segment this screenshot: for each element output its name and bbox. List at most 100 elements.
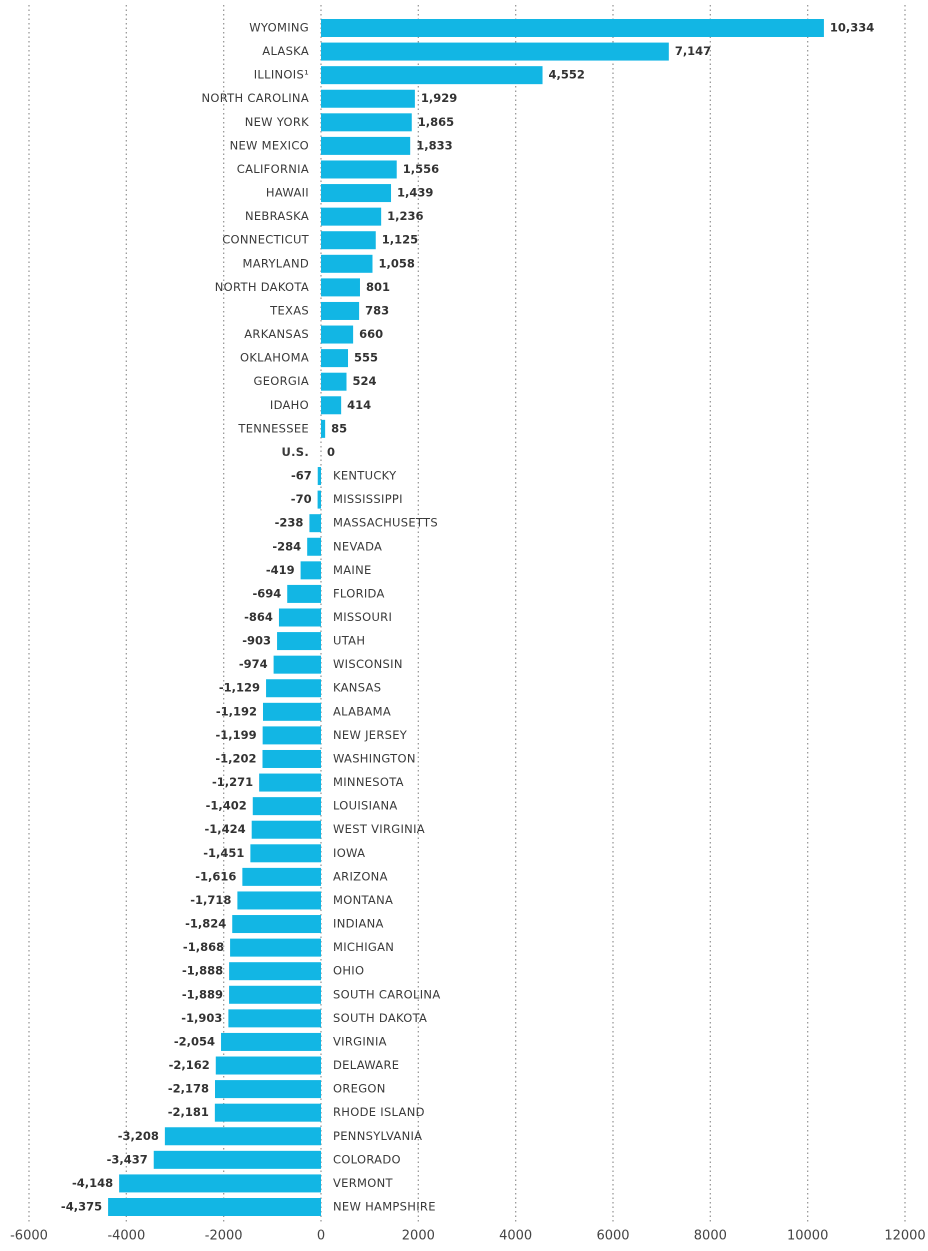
category-label: GEORGIA bbox=[254, 374, 310, 388]
x-tick-label: 12000 bbox=[884, 1229, 925, 1244]
bar bbox=[307, 537, 321, 556]
bar bbox=[251, 820, 321, 839]
category-label: FLORIDA bbox=[333, 586, 385, 600]
bar bbox=[321, 301, 360, 320]
x-tick-label: -4000 bbox=[107, 1229, 145, 1244]
bar bbox=[108, 1198, 321, 1216]
category-label: MONTANA bbox=[333, 893, 393, 907]
category-label: NEBRASKA bbox=[245, 209, 309, 223]
bar bbox=[321, 254, 373, 273]
value-label: -4,148 bbox=[72, 1176, 113, 1190]
value-label: -1,271 bbox=[212, 775, 253, 789]
bar bbox=[215, 1080, 321, 1099]
value-label: -2,054 bbox=[174, 1034, 215, 1048]
bar bbox=[321, 113, 412, 132]
value-label: 414 bbox=[347, 398, 371, 412]
bar bbox=[321, 349, 349, 368]
bar bbox=[317, 467, 321, 486]
bar bbox=[287, 584, 321, 603]
category-label: U.S. bbox=[281, 445, 309, 459]
value-label: -1,202 bbox=[215, 751, 256, 765]
value-label: 1,929 bbox=[421, 91, 457, 105]
value-label: -419 bbox=[266, 563, 295, 577]
category-label: IDAHO bbox=[270, 398, 309, 412]
category-label: ILLINOIS¹ bbox=[254, 68, 309, 82]
bar bbox=[278, 608, 321, 627]
value-label: 7,147 bbox=[675, 44, 711, 58]
x-tick-label: -6000 bbox=[10, 1229, 48, 1244]
value-label: 1,556 bbox=[403, 162, 439, 176]
value-label: -1,718 bbox=[190, 893, 231, 907]
value-label: -238 bbox=[275, 516, 304, 530]
category-label: KENTUCKY bbox=[333, 469, 397, 483]
category-label: RHODE ISLAND bbox=[333, 1105, 425, 1119]
x-tick-label: -2000 bbox=[205, 1229, 243, 1244]
category-label: WEST VIRGINIA bbox=[333, 822, 425, 836]
value-label: -2,178 bbox=[168, 1082, 209, 1096]
category-label: TENNESSEE bbox=[237, 421, 309, 435]
category-label: ARIZONA bbox=[333, 869, 388, 883]
value-label: 801 bbox=[366, 280, 390, 294]
value-label: 1,865 bbox=[418, 115, 454, 129]
value-label: -864 bbox=[244, 610, 273, 624]
bar bbox=[321, 325, 354, 344]
category-label: WISCONSIN bbox=[333, 657, 403, 671]
category-label: SOUTH CAROLINA bbox=[333, 987, 441, 1001]
category-label: WASHINGTON bbox=[333, 751, 416, 765]
category-label: NORTH DAKOTA bbox=[215, 280, 309, 294]
category-label: CONNECTICUT bbox=[222, 233, 309, 247]
bar bbox=[250, 844, 321, 863]
bar bbox=[321, 136, 411, 155]
bar bbox=[277, 632, 321, 651]
value-label: -1,451 bbox=[203, 846, 244, 860]
x-tick-label: 10000 bbox=[787, 1229, 828, 1244]
value-label: 85 bbox=[331, 421, 347, 435]
value-label: 555 bbox=[354, 351, 378, 365]
bar bbox=[229, 962, 321, 981]
category-label: PENNSYLVANIA bbox=[333, 1129, 422, 1143]
category-label: MISSISSIPPI bbox=[333, 492, 403, 506]
category-label: INDIANA bbox=[333, 917, 384, 931]
value-label: -903 bbox=[242, 634, 271, 648]
value-label: -4,375 bbox=[61, 1200, 102, 1214]
value-label: -1,616 bbox=[195, 869, 236, 883]
value-label: -1,129 bbox=[219, 681, 260, 695]
bar bbox=[321, 89, 415, 108]
category-label: NORTH CAROLINA bbox=[201, 91, 309, 105]
bar bbox=[266, 679, 321, 698]
value-label: -67 bbox=[291, 469, 312, 483]
value-label: 1,439 bbox=[397, 186, 433, 200]
value-label: 4,552 bbox=[549, 68, 585, 82]
category-label: ALABAMA bbox=[333, 704, 391, 718]
bar bbox=[242, 867, 321, 886]
bar bbox=[300, 561, 321, 580]
value-label: 1,058 bbox=[378, 256, 414, 270]
value-label: -1,868 bbox=[183, 940, 224, 954]
bar bbox=[309, 514, 321, 533]
value-label: -1,192 bbox=[216, 704, 257, 718]
x-tick-label: 4000 bbox=[499, 1229, 532, 1244]
bar bbox=[321, 184, 392, 203]
value-label: -284 bbox=[272, 539, 301, 553]
bar bbox=[321, 207, 382, 226]
value-label: -974 bbox=[239, 657, 268, 671]
value-label: 660 bbox=[359, 327, 383, 341]
bar bbox=[321, 66, 543, 85]
bar bbox=[221, 1032, 321, 1051]
category-label: KANSAS bbox=[333, 681, 381, 695]
value-label: 0 bbox=[327, 445, 335, 459]
category-label: TEXAS bbox=[269, 303, 309, 317]
bar bbox=[321, 278, 360, 297]
category-label: MARYLAND bbox=[243, 256, 309, 270]
bar bbox=[262, 726, 321, 745]
value-label: 1,833 bbox=[416, 138, 452, 152]
category-label: VERMONT bbox=[333, 1176, 393, 1190]
category-label: NEW YORK bbox=[245, 115, 309, 129]
bar bbox=[164, 1127, 321, 1146]
bar bbox=[321, 231, 376, 250]
bar bbox=[119, 1174, 321, 1193]
category-label: VIRGINIA bbox=[333, 1034, 387, 1048]
value-label: -1,888 bbox=[182, 964, 223, 978]
value-label: -2,162 bbox=[169, 1058, 210, 1072]
category-label: UTAH bbox=[333, 634, 365, 648]
